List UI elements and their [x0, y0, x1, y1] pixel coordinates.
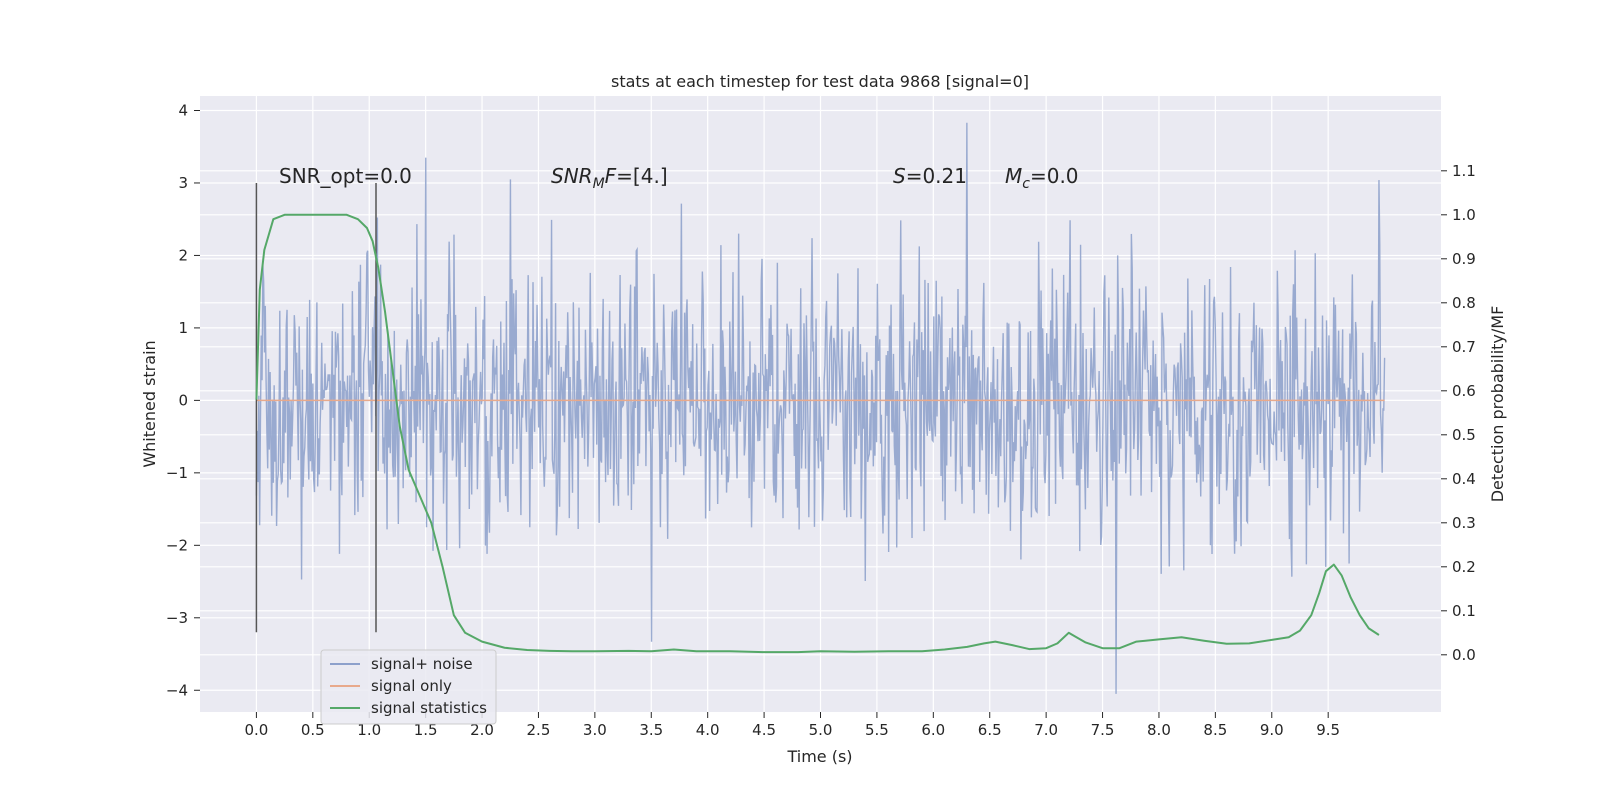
x-tick-label: 2.0 — [470, 721, 494, 739]
y2-tick-label: 0.2 — [1452, 558, 1476, 576]
annotation-snr-mf-value: =[4.] — [616, 164, 667, 188]
y-tick-label: −2 — [166, 536, 188, 554]
x-tick-label: 2.5 — [527, 721, 551, 739]
x-tick-label: 4.5 — [752, 721, 776, 739]
y2-tick-label: 1.0 — [1452, 206, 1476, 224]
annotation-snr-mf-sub: M — [593, 176, 605, 192]
annotation-snr-mf-var: SNR — [551, 164, 593, 188]
x-tick-label: 4.0 — [696, 721, 720, 739]
annotation-mc: Mc=0.0 — [1005, 164, 1079, 192]
series-signal-statistics — [255, 213, 1380, 654]
y2-tick-label: 0.9 — [1452, 250, 1476, 268]
x-tick-label: 9.5 — [1316, 721, 1340, 739]
legend-label-signal-plus-noise: signal+ noise — [371, 655, 473, 673]
y2-tick-label: 1.1 — [1452, 162, 1476, 180]
annotation-mc-var: M — [1005, 164, 1022, 188]
annotation-s: S=0.21 — [893, 164, 967, 188]
x-tick-label: 8.0 — [1147, 721, 1171, 739]
signal-statistics-line — [255, 213, 1380, 654]
y2-tick-label: 0.7 — [1452, 338, 1476, 356]
y-tick-label: 2 — [178, 246, 188, 264]
annotation-s-value: =0.21 — [906, 164, 967, 188]
annotation-snr-mf: SNRMF=[4.] — [551, 164, 668, 192]
y-tick-label: −4 — [166, 681, 188, 699]
series-signal-plus-noise — [255, 122, 1386, 694]
legend: signal+ noise signal only signal statist… — [320, 649, 497, 725]
x-tick-label: 5.5 — [865, 721, 889, 739]
x-tick-label: 1.5 — [414, 721, 438, 739]
x-tick-label: 3.0 — [583, 721, 607, 739]
annotation-mc-sub: c — [1022, 176, 1030, 192]
signal-plus-noise-line — [255, 122, 1386, 694]
x-tick-label: 0.0 — [244, 721, 268, 739]
annotation-snr-mf-var2: F — [605, 164, 617, 188]
y2-axis-title: Detection probability/MF — [1488, 306, 1507, 503]
x-tick-label: 6.5 — [978, 721, 1002, 739]
y2-tick-label: 0.3 — [1452, 514, 1476, 532]
x-axis-title: Time (s) — [786, 747, 852, 766]
legend-label-signal-statistics: signal statistics — [371, 699, 487, 717]
x-tick-label: 9.0 — [1260, 721, 1284, 739]
x-tick-label: 0.5 — [301, 721, 325, 739]
annotation-snr-opt: SNR_opt=0.0 — [279, 164, 412, 188]
x-tick-label: 3.5 — [639, 721, 663, 739]
y-axis-title: Whitened strain — [140, 340, 159, 467]
y-tick-label: 4 — [178, 101, 188, 119]
y2-tick-label: 0.0 — [1452, 646, 1476, 664]
y2-axis-ticks: 0.0 0.1 0.2 0.3 0.4 0.5 0.6 0.7 0.8 0.9 1.0 1.1 — [1441, 162, 1476, 664]
legend-box — [320, 649, 497, 725]
legend-label-signal-only: signal only — [371, 677, 452, 695]
x-tick-label: 1.0 — [357, 721, 381, 739]
x-tick-label: 8.5 — [1203, 721, 1227, 739]
y-tick-label: 3 — [178, 174, 188, 192]
annotation-s-var: S — [893, 164, 906, 188]
chart-title: stats at each timestep for test data 986… — [611, 72, 1029, 91]
x-tick-label: 5.0 — [809, 721, 833, 739]
x-tick-label: 6.0 — [921, 721, 945, 739]
y2-tick-label: 0.8 — [1452, 294, 1476, 312]
y2-tick-label: 0.1 — [1452, 602, 1476, 620]
annotation-mc-value: =0.0 — [1030, 164, 1079, 188]
y-tick-label: −1 — [166, 464, 188, 482]
y-tick-label: 1 — [178, 319, 188, 337]
y2-tick-label: 0.5 — [1452, 426, 1476, 444]
x-tick-label: 7.0 — [1034, 721, 1058, 739]
y2-tick-label: 0.4 — [1452, 470, 1476, 488]
y-tick-label: −3 — [166, 609, 188, 627]
x-tick-label: 7.5 — [1091, 721, 1115, 739]
y-axis-ticks: −4 −3 −2 −1 0 1 2 3 4 — [166, 101, 200, 699]
y-tick-label: 0 — [178, 391, 188, 409]
y2-tick-label: 0.6 — [1452, 382, 1476, 400]
x-axis-ticks: 0.0 0.5 1.0 1.5 2.0 2.5 3.0 3.5 4.0 4.5 5.0 5.5 6.0 6… — [244, 712, 1340, 739]
